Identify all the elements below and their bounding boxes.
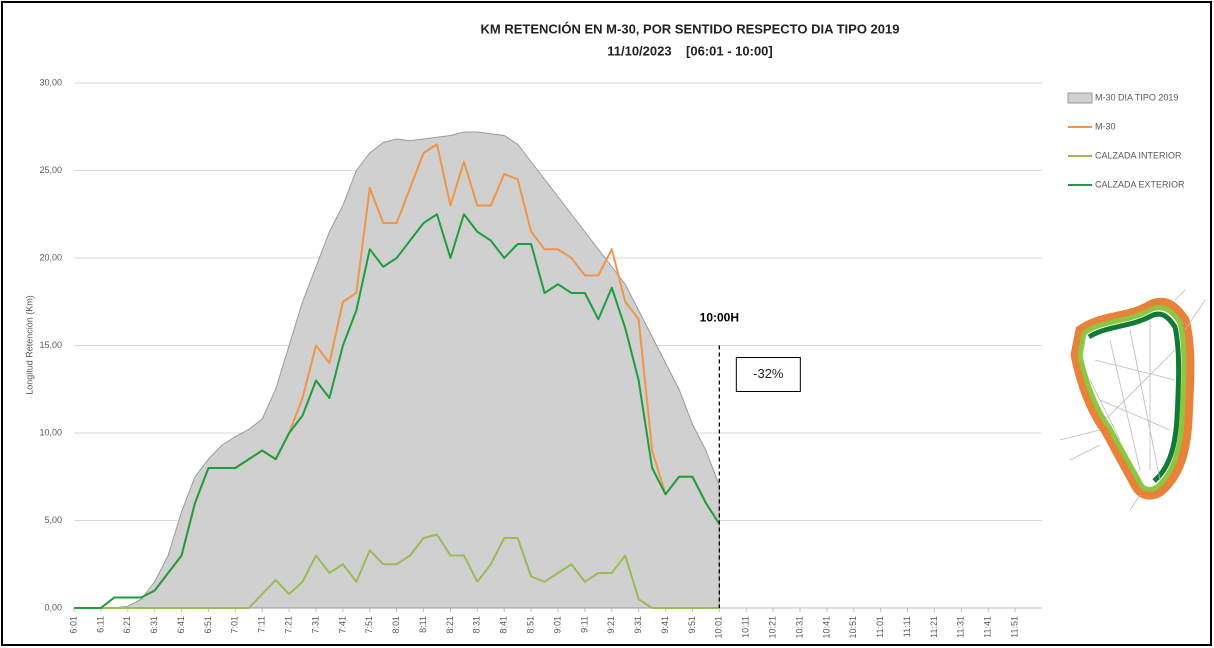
x-tick-label: 6:51 — [203, 616, 213, 634]
x-tick-label: 9:01 — [552, 616, 562, 634]
x-tick-label: 9:51 — [687, 616, 697, 634]
x-tick-label: 11:21 — [929, 616, 939, 638]
y-tick-label: 10,00 — [39, 427, 62, 437]
x-tick-label: 6:31 — [149, 616, 159, 634]
chart-subtitle: 11/10/2023 [06:01 - 10:00] — [607, 43, 773, 58]
legend-label: M-30 — [1095, 121, 1116, 131]
line — [74, 213, 721, 609]
x-tick-label: 6:01 — [68, 616, 78, 634]
x-tick-label: 9:41 — [660, 616, 670, 634]
y-tick-label: 30,00 — [39, 77, 62, 87]
x-tick-label: 10:41 — [821, 616, 831, 639]
x-tick-label: 10:31 — [794, 616, 804, 639]
x-tick-label: 8:41 — [499, 616, 509, 634]
x-tick-label: 7:31 — [310, 616, 320, 634]
x-tick-label: 10:21 — [767, 616, 777, 639]
annotation-text: -32% — [753, 366, 784, 381]
line — [74, 533, 720, 609]
x-tick-label: 8:31 — [472, 616, 482, 634]
legend-swatch — [1067, 92, 1093, 104]
x-tick-label: 8:21 — [445, 616, 455, 634]
annotation-box — [735, 357, 801, 392]
x-tick-label: 8:01 — [391, 616, 401, 634]
x-tick-label: 11:51 — [1009, 616, 1019, 638]
y-tick-label: 25,00 — [39, 165, 62, 175]
x-tick-label: 7:41 — [337, 616, 347, 634]
x-tick-label: 9:21 — [606, 616, 616, 634]
y-tick-label: 5,00 — [44, 515, 62, 525]
x-tick-label: 11:31 — [956, 616, 966, 638]
legend-label: M-30 DIA TIPO 2019 — [1095, 92, 1178, 102]
marker-label: 10:00H — [700, 311, 739, 325]
y-axis-label: Longitud Retención (Km) — [24, 295, 34, 395]
x-tick-label: 6:11 — [95, 616, 105, 633]
x-tick-label: 9:11 — [579, 616, 589, 633]
x-tick-label: 11:11 — [902, 616, 912, 637]
x-tick-label: 7:21 — [283, 616, 293, 634]
y-tick-label: 0,00 — [44, 602, 62, 612]
y-tick-label: 15,00 — [39, 340, 62, 350]
x-tick-label: 7:11 — [257, 616, 267, 633]
x-tick-label: 10:11 — [741, 616, 751, 638]
chart-title: KM RETENCIÓN EN M-30, POR SENTIDO RESPEC… — [481, 21, 900, 36]
x-tick-label: 6:41 — [176, 616, 186, 634]
x-tick-label: 8:11 — [418, 616, 428, 633]
x-tick-label: 9:31 — [633, 616, 643, 634]
legend-label: CALZADA INTERIOR — [1095, 150, 1182, 160]
area — [74, 131, 720, 609]
x-tick-label: 7:51 — [364, 616, 374, 634]
x-tick-label: 11:01 — [875, 616, 885, 638]
x-tick-label: 8:51 — [525, 616, 535, 634]
x-tick-label: 7:01 — [230, 616, 240, 634]
x-tick-label: 6:21 — [122, 616, 132, 634]
x-tick-label: 10:01 — [714, 616, 724, 639]
map-icon — [1059, 289, 1206, 511]
y-tick-label: 20,00 — [39, 252, 62, 262]
legend-label: CALZADA EXTERIOR — [1095, 179, 1185, 189]
x-tick-label: 10:51 — [848, 616, 858, 639]
x-tick-label: 11:41 — [983, 616, 993, 638]
